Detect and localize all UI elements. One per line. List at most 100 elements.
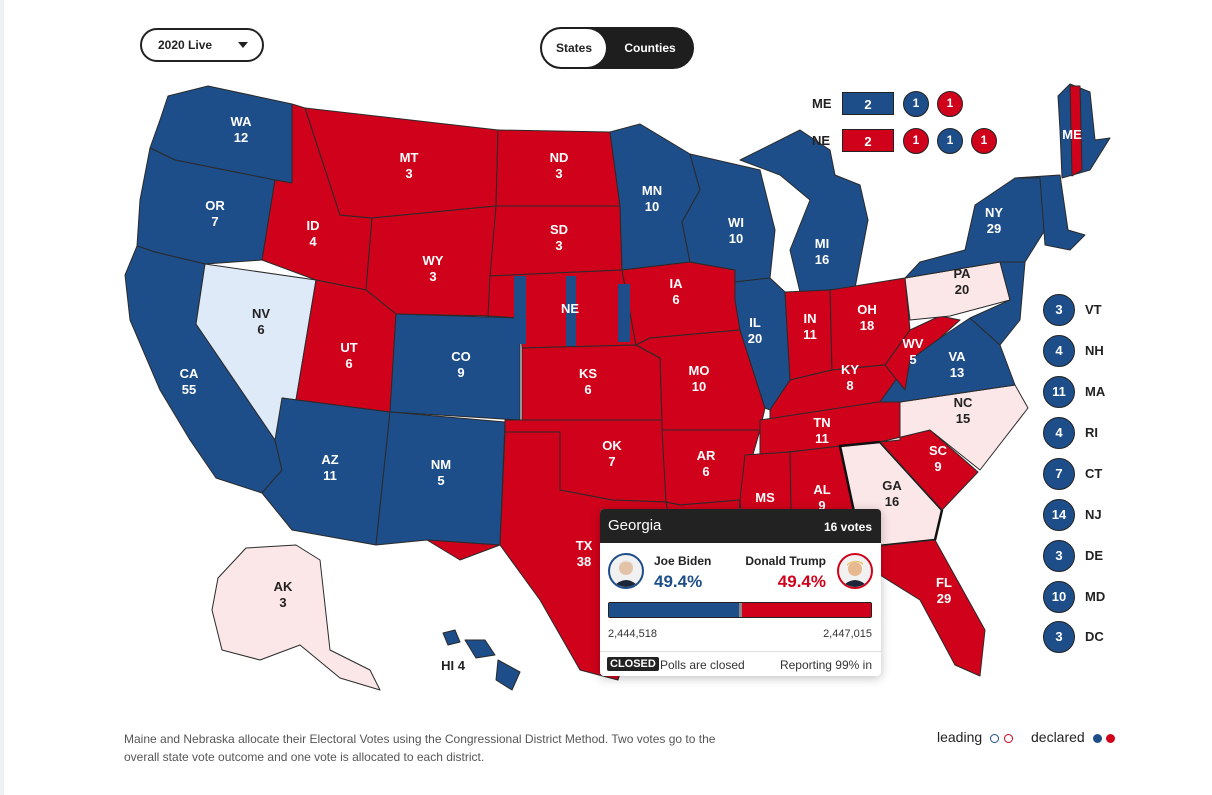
state-votes-ak: 3 [279, 595, 286, 610]
district-label-me: ME [812, 96, 832, 111]
state-votes-co: 9 [457, 365, 464, 380]
state-mid-atlantic[interactable] [969, 261, 1026, 346]
small-state-nh[interactable]: 4 NH [1043, 335, 1133, 367]
state-label-ia: IA [670, 276, 684, 291]
year-select-label: 2020 Live [158, 38, 213, 52]
small-state-votes: 3 [1043, 621, 1075, 653]
small-state-vt[interactable]: 3 VT [1043, 294, 1133, 326]
district-label-ne: NE [812, 133, 831, 148]
state-label-mn: MN [642, 183, 662, 198]
state-votes-mt: 3 [405, 166, 412, 181]
state-label-ne: NE [561, 301, 579, 316]
small-state-name: DC [1085, 629, 1104, 644]
state-or[interactable] [136, 147, 276, 265]
state-nc[interactable] [879, 384, 1029, 471]
state-votes-fl: 29 [937, 591, 951, 606]
leading-rep-dot [1003, 733, 1013, 743]
state-votes-or: 7 [211, 214, 218, 229]
state-votes-ky: 8 [846, 378, 853, 393]
state-votes-ga: 16 [885, 494, 899, 509]
state-label-wv: WV [903, 336, 924, 351]
state-label-fl: FL [936, 575, 952, 590]
small-state-nj[interactable]: 14 NJ [1043, 499, 1133, 531]
state-label-mi: MI [815, 236, 829, 251]
state-votes-nd: 3 [555, 166, 562, 181]
small-state-ri[interactable]: 4 RI [1043, 417, 1133, 449]
state-hi[interactable] [442, 629, 521, 691]
state-votes-ut: 6 [345, 356, 352, 371]
small-state-dc[interactable]: 3 DC [1043, 621, 1133, 653]
state-wy[interactable] [365, 205, 497, 317]
person-icon [613, 560, 639, 587]
toggle-states[interactable]: States [542, 29, 606, 67]
state-mi[interactable] [739, 129, 869, 293]
state-label-al: AL [813, 482, 830, 497]
state-label-wy: WY [423, 253, 444, 268]
ne-district-dem-stripe [514, 276, 526, 344]
state-label-tn: TN [813, 415, 830, 430]
district-ne-3[interactable]: 1 [971, 128, 997, 154]
state-votes-tn: 11 [815, 431, 829, 446]
state-ks[interactable] [521, 344, 663, 421]
state-votes-nc: 15 [956, 411, 970, 426]
small-state-name: MA [1085, 384, 1106, 399]
state-votes-il: 20 [748, 331, 762, 346]
state-wi[interactable] [681, 153, 776, 283]
state-votes-az: 11 [323, 468, 337, 483]
state-votes-sc: 9 [934, 459, 941, 474]
small-state-name: DE [1085, 548, 1104, 563]
small-state-name: NH [1085, 343, 1104, 358]
small-state-md[interactable]: 10 MD [1043, 581, 1133, 613]
ne-district-dem-stripe-2 [566, 276, 576, 346]
state-label-ok: OK [602, 438, 622, 453]
district-me-statewide[interactable]: 2 [842, 92, 894, 115]
year-select[interactable]: 2020 Live [140, 28, 264, 62]
chevron-down-icon [238, 42, 248, 48]
district-me-1[interactable]: 1 [903, 91, 929, 117]
state-label-sd: SD [550, 222, 568, 237]
state-ak[interactable] [211, 544, 381, 691]
state-votes-oh: 18 [860, 318, 874, 333]
tooltip-header: Georgia 16 votes [600, 509, 881, 543]
legend-declared: declared [1031, 729, 1116, 745]
small-state-votes: 14 [1043, 499, 1075, 531]
state-co[interactable] [389, 313, 521, 421]
rep-candidate-name: Donald Trump [745, 554, 826, 568]
toggle-counties[interactable]: Counties [624, 41, 676, 55]
state-label-hi: HI 4 [441, 658, 466, 673]
state-votes-pa: 20 [955, 282, 969, 297]
district-ne-2[interactable]: 1 [937, 128, 963, 154]
state-label-ut: UT [340, 340, 357, 355]
small-state-de[interactable]: 3 DE [1043, 540, 1133, 572]
biden-avatar [608, 553, 644, 589]
small-state-ma[interactable]: 11 MA [1043, 376, 1133, 408]
state-votes-wi: 10 [729, 231, 743, 246]
small-state-name: NJ [1085, 507, 1102, 522]
state-votes-ny: 29 [987, 221, 1001, 236]
state-votes-ia: 6 [672, 292, 679, 307]
state-votes-al: 9 [818, 498, 825, 513]
page-edge [0, 0, 4, 795]
district-ne-1[interactable]: 1 [903, 128, 929, 154]
small-state-ct[interactable]: 7 CT [1043, 458, 1133, 490]
state-new-england[interactable] [1014, 174, 1086, 251]
state-label-wi: WI [728, 215, 744, 230]
district-ne-statewide[interactable]: 2 [842, 129, 894, 152]
leading-dem-dot [990, 733, 1000, 743]
state-votes-sd: 3 [555, 238, 562, 253]
district-me-2[interactable]: 1 [937, 91, 963, 117]
dem-vote-count: 2,444,518 [608, 628, 657, 640]
small-state-votes: 7 [1043, 458, 1075, 490]
state-me-district-2[interactable] [1069, 85, 1083, 177]
state-label-oh: OH [857, 302, 877, 317]
state-wv[interactable] [884, 315, 961, 391]
tooltip-votes: 16 votes [823, 520, 872, 534]
state-votes-wv: 5 [909, 352, 916, 367]
rep-vote-count: 2,447,015 [823, 628, 872, 640]
small-state-votes: 4 [1043, 335, 1075, 367]
vote-share-midline [738, 603, 742, 617]
state-votes-in: 11 [803, 327, 817, 342]
state-label-or: OR [205, 198, 225, 213]
state-label-nm: NM [431, 457, 451, 472]
view-toggle: States Counties [540, 27, 694, 69]
